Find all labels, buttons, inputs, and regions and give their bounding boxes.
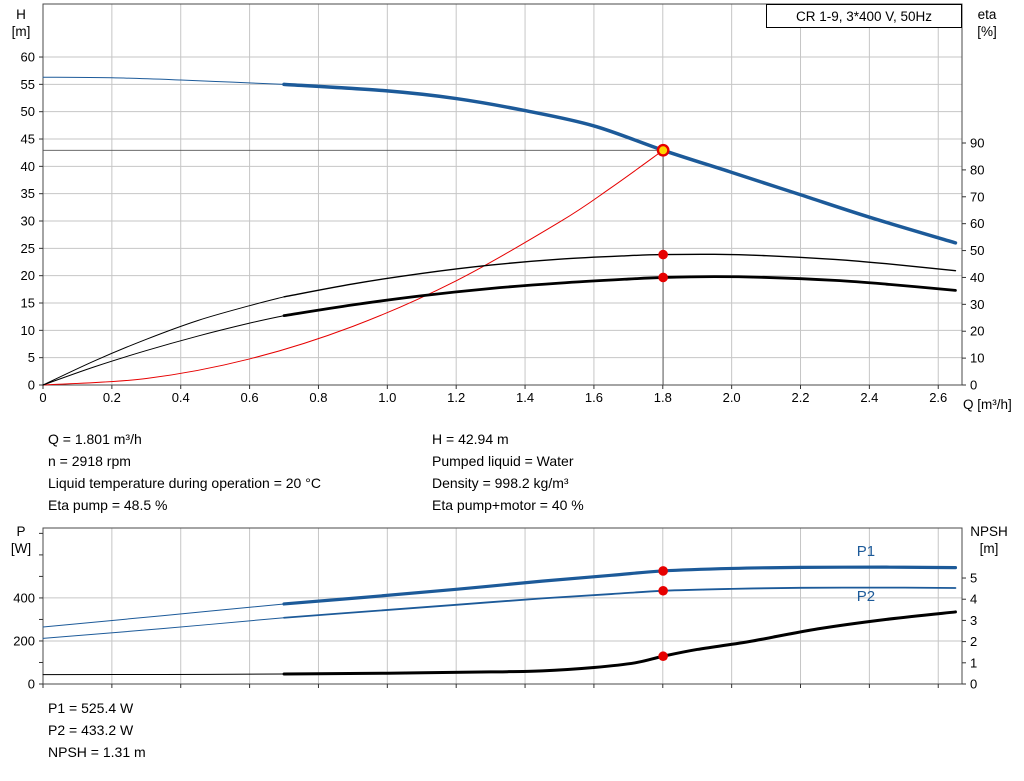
x-tick-label: 2.0 <box>723 390 741 405</box>
y-left-tick-label: 10 <box>21 323 35 338</box>
y-left-tick-label: 200 <box>13 633 35 648</box>
x-tick-label: 1.6 <box>585 390 603 405</box>
x-tick-label: 1.0 <box>378 390 396 405</box>
y-right-tick-label: 0 <box>970 677 977 692</box>
y-right-tick-label: 2 <box>970 634 977 649</box>
curve-p2-low-flow <box>42 617 285 639</box>
x-tick-label: 0.2 <box>103 390 121 405</box>
p-axis-title: P [W] <box>10 524 32 556</box>
info-line-p2: P2 = 433.2 W <box>48 722 134 738</box>
y-right-tick-label: 90 <box>970 136 984 151</box>
y-left-tick-label: 50 <box>21 104 35 119</box>
qh-plot-border <box>42 3 963 386</box>
operating-value-marker <box>658 566 668 576</box>
y-left-tick-label: 60 <box>21 50 35 65</box>
x-tick-label: 0.6 <box>241 390 259 405</box>
operating-value-marker <box>658 651 668 662</box>
curve-eta-pump-low-flow <box>42 296 285 386</box>
x-tick-label: 2.6 <box>929 390 947 405</box>
y-left-tick-label: 0 <box>28 378 35 393</box>
power-plot-border <box>42 527 963 685</box>
y-left-tick-label: 30 <box>21 214 35 229</box>
power-npsh-chart[interactable]: 0 200 400 0 1 2 3 4 5 P1 P2 <box>0 520 1024 720</box>
y-right-tick-label: 30 <box>970 297 984 312</box>
curve-p1-low-flow <box>42 603 285 628</box>
y-left-tick-label: 40 <box>21 159 35 174</box>
x-tick-label: 0.8 <box>309 390 327 405</box>
h-axis-title: H [m] <box>11 7 31 39</box>
info-line-density: Density = 998.2 kg/m³ <box>432 475 569 491</box>
y-left-tick-label: 15 <box>21 296 35 311</box>
info-line-eta-pump: Eta pump = 48.5 % <box>48 497 168 513</box>
y-left-tick-label: 55 <box>21 77 35 92</box>
x-tick-label: 1.8 <box>654 390 672 405</box>
y-right-tick-label: 80 <box>970 162 984 177</box>
y-left-tick-label: 35 <box>21 186 35 201</box>
curve-npsh-curve <box>282 610 957 676</box>
x-tick-label: 0.4 <box>172 390 190 405</box>
duty-info-left-column: Q = 1.801 m³/h n = 2918 rpm Liquid tempe… <box>48 428 321 516</box>
info-line-liquid: Pumped liquid = Water <box>432 453 574 469</box>
duty-point-marker[interactable] <box>656 143 670 157</box>
eta-axis-title: eta [%] <box>977 7 997 39</box>
info-line-flow: Q = 1.801 m³/h <box>48 431 142 447</box>
operating-value-marker <box>658 249 668 260</box>
x-tick-label: 1.4 <box>516 390 534 405</box>
curve-eta-pump <box>283 253 957 298</box>
y-left-tick-label: 20 <box>21 268 35 283</box>
curve-p2-curve <box>283 586 957 619</box>
y-right-tick-label: 4 <box>970 592 977 607</box>
y-right-tick-label: 10 <box>970 351 984 366</box>
curve-qh-curve <box>282 82 958 245</box>
pump-model-legend: CR 1-9, 3*400 V, 50Hz <box>766 4 962 28</box>
y-right-tick-label: 20 <box>970 324 984 339</box>
curve-eta-pump-motor-low-flow <box>42 315 285 386</box>
y-right-tick-label: 5 <box>970 571 977 586</box>
npsh-axis-title: NPSH [m] <box>970 524 1008 556</box>
y-left-tick-label: 25 <box>21 241 35 256</box>
x-tick-label: 2.4 <box>860 390 878 405</box>
info-line-speed: n = 2918 rpm <box>48 453 131 469</box>
y-right-tick-label: 60 <box>970 216 984 231</box>
info-line-eta-pump-motor: Eta pump+motor = 40 % <box>432 497 584 513</box>
qh-eta-chart[interactable]: 0 0.2 0.4 0.6 0.8 1.0 1.2 1.4 1.6 1.8 2.0 2.2 2.4 2.6… <box>0 0 1024 420</box>
info-line-p1: P1 = 525.4 W <box>48 700 134 716</box>
info-line-temperature: Liquid temperature during operation = 20… <box>48 475 321 491</box>
curve-eta-pump-motor <box>282 275 957 318</box>
operating-value-marker <box>658 272 668 283</box>
x-tick-label: 2.2 <box>791 390 809 405</box>
power-info-column: P1 = 525.4 W P2 = 433.2 W NPSH = 1.31 m <box>48 697 146 763</box>
y-right-tick-label: 70 <box>970 189 984 204</box>
y-right-tick-label: 3 <box>970 613 977 628</box>
y-left-tick-label: 5 <box>28 350 35 365</box>
y-left-tick-label: 0 <box>28 677 35 692</box>
y-right-tick-label: 40 <box>970 270 984 285</box>
y-left-tick-label: 400 <box>13 590 35 605</box>
curve-label-P1: P1 <box>857 543 875 560</box>
y-right-tick-label: 0 <box>970 378 977 393</box>
y-right-tick-label: 1 <box>970 655 977 670</box>
curve-p1-curve <box>282 565 958 606</box>
y-left-tick-label: 45 <box>21 132 35 147</box>
q-axis-title: Q [m³/h] <box>963 397 1012 412</box>
curve-qh-curve-low-flow <box>42 76 285 85</box>
curve-npsh-low-flow <box>42 673 285 676</box>
x-tick-label: 0 <box>39 390 46 405</box>
info-line-head: H = 42.94 m <box>432 431 509 447</box>
info-line-npsh: NPSH = 1.31 m <box>48 744 146 760</box>
y-right-tick-label: 50 <box>970 243 984 258</box>
duty-info-right-column: H = 42.94 m Pumped liquid = Water Densit… <box>432 428 584 516</box>
operating-value-marker <box>658 585 668 596</box>
curve-label-P2: P2 <box>857 588 875 605</box>
curve-system-curve <box>42 149 664 386</box>
x-tick-label: 1.2 <box>447 390 465 405</box>
